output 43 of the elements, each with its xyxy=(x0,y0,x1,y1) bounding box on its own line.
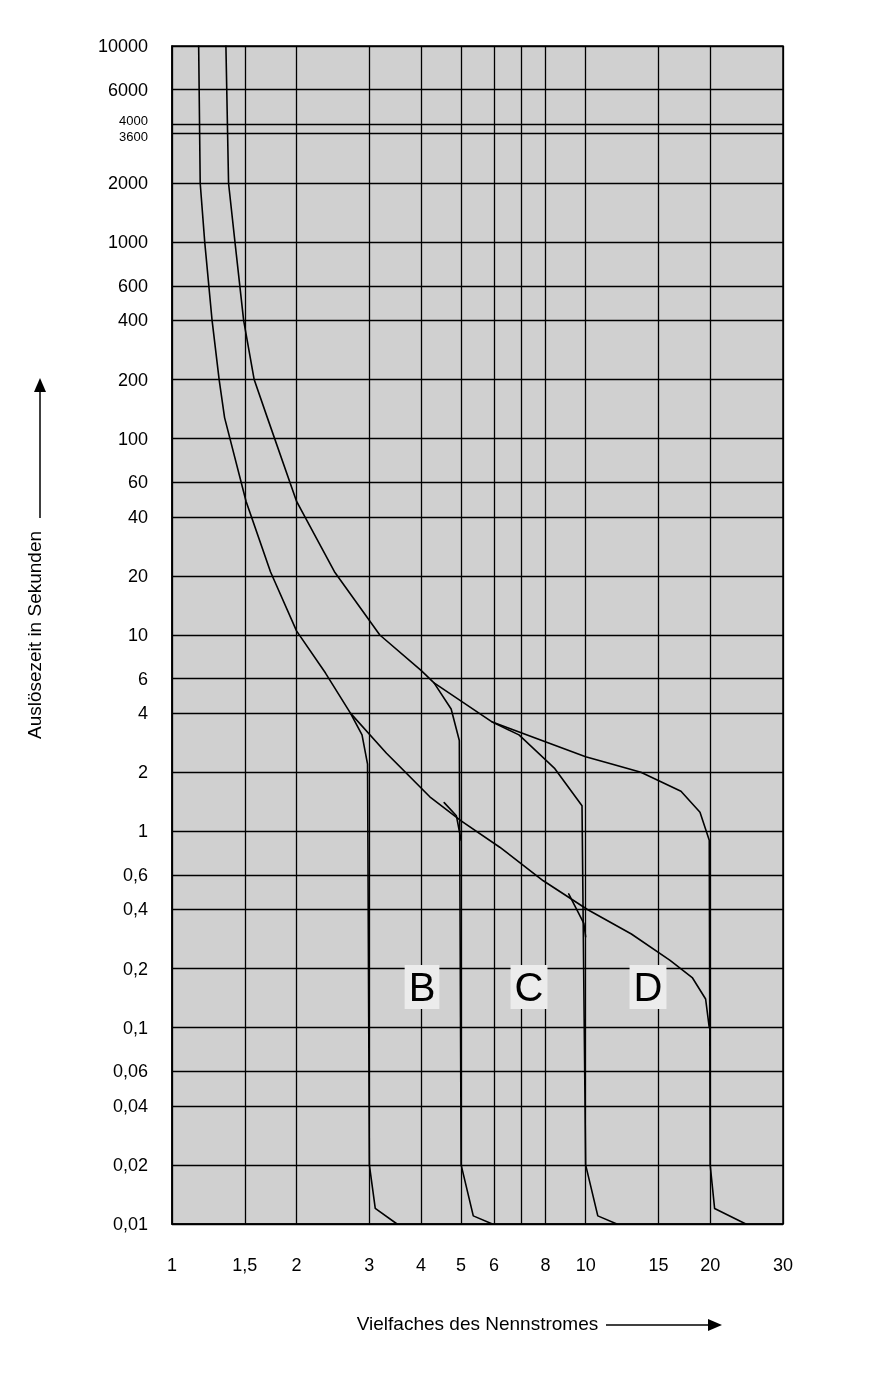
x-tick-label: 20 xyxy=(700,1255,721,1275)
annotation: D xyxy=(633,965,663,1009)
y-tick-label: 0,2 xyxy=(122,958,148,979)
x-axis-title: Vielfaches des Nennstromes xyxy=(356,1313,599,1334)
y-tick-label: 2000 xyxy=(107,173,148,194)
y-tick-label: 0,06 xyxy=(112,1061,148,1082)
x-tick-label: 3 xyxy=(364,1255,375,1275)
x-tick-label: 10 xyxy=(575,1255,596,1275)
y-tick-label: 3600 xyxy=(119,129,148,145)
y-tick-label: 0,04 xyxy=(112,1095,148,1116)
y-tick-label: 0,4 xyxy=(122,899,148,920)
x-tick-label: 30 xyxy=(772,1255,794,1275)
y-tick-label: 1 xyxy=(137,821,148,842)
x-tick-label: 6 xyxy=(488,1255,499,1275)
x-tick-label: 15 xyxy=(648,1255,669,1275)
annotation: C xyxy=(514,965,544,1009)
y-tick-label: 2 xyxy=(137,762,148,783)
y-tick-label: 4000 xyxy=(119,113,148,129)
y-tick-label: 6 xyxy=(137,668,148,689)
y-tick-label: 4 xyxy=(137,703,148,724)
x-tick-label: 1,5 xyxy=(232,1255,258,1275)
x-tick-label: 2 xyxy=(291,1255,302,1275)
y-tick-label: 1000 xyxy=(107,232,148,253)
x-tick-label: 1 xyxy=(166,1255,178,1275)
x-tick-label: 8 xyxy=(540,1255,551,1275)
y-tick-label: 10000 xyxy=(97,36,148,56)
y-tick-label: 60 xyxy=(127,472,148,493)
y-axis-title: Auslösezeit in Sekunden xyxy=(24,530,45,740)
y-tick-label: 100 xyxy=(117,428,148,449)
x-tick-label: 4 xyxy=(416,1255,427,1275)
annotation: B xyxy=(408,965,436,1009)
y-tick-label: 0,1 xyxy=(122,1017,148,1038)
y-tick-label: 400 xyxy=(117,310,148,331)
y-tick-label: 600 xyxy=(117,275,148,296)
y-tick-label: 0,02 xyxy=(112,1154,148,1175)
y-tick-label: 20 xyxy=(127,565,148,586)
y-tick-label: 0,01 xyxy=(112,1214,148,1234)
x-tick-label: 5 xyxy=(456,1255,467,1275)
y-tick-label: 200 xyxy=(117,369,148,390)
y-tick-label: 10 xyxy=(127,625,148,645)
y-tick-label: 6000 xyxy=(107,79,148,100)
y-tick-label: 0,6 xyxy=(122,864,148,885)
y-tick-label: 40 xyxy=(127,506,148,527)
